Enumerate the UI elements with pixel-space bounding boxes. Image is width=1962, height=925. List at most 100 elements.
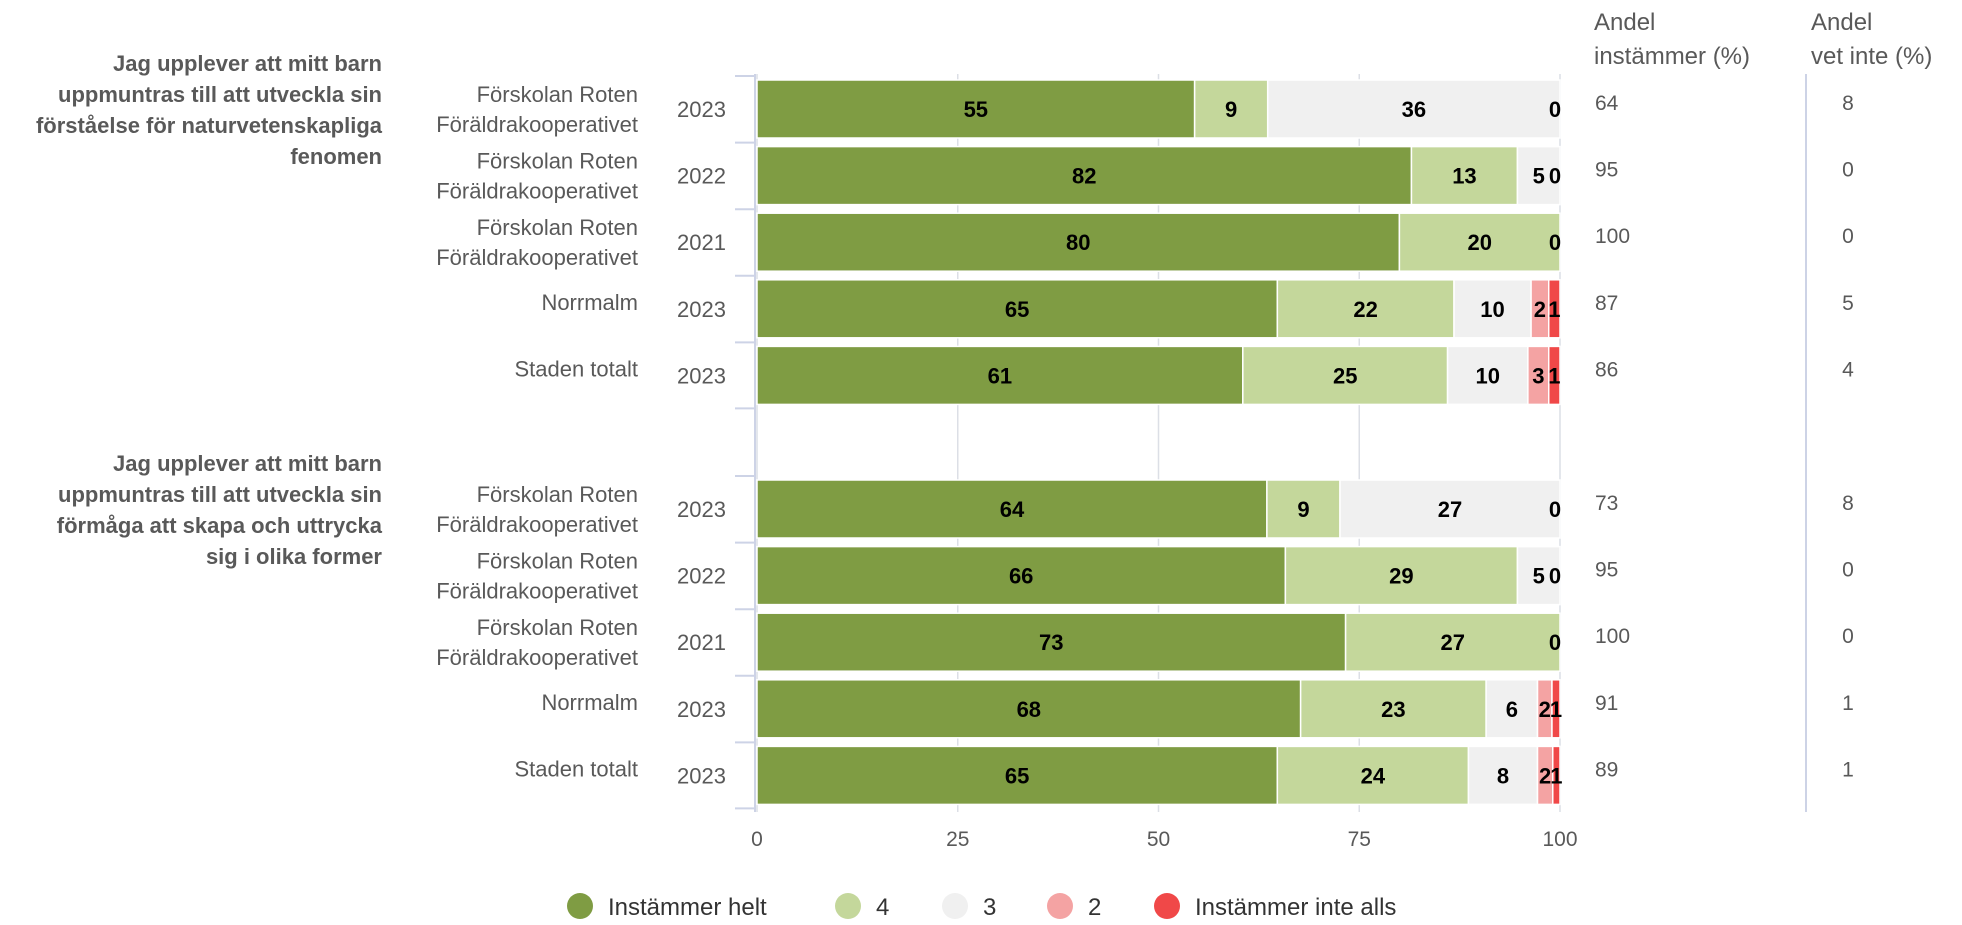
data-label: 0 — [1549, 630, 1561, 655]
unit-label: Förskolan Roten — [477, 82, 638, 107]
x-tick-label: 50 — [1147, 828, 1170, 851]
data-label: 8 — [1497, 763, 1509, 788]
data-label: 23 — [1381, 697, 1405, 722]
data-label: 0 — [1549, 497, 1561, 522]
bar-segment — [1266, 79, 1561, 139]
question-label: Jag upplever att mitt barn — [113, 51, 382, 76]
question-label: sig i olika former — [206, 544, 382, 569]
question-label: förmåga att skapa och uttrycka — [57, 513, 383, 538]
data-label: 73 — [1039, 630, 1063, 655]
bar-segment — [756, 479, 1268, 539]
andel-instammer-value: 64 — [1595, 92, 1619, 115]
bar-segment — [1398, 212, 1561, 272]
question-label: uppmuntras till att utveckla sin — [58, 82, 382, 107]
unit-label: Förskolan Roten — [477, 615, 638, 640]
andel-vet-inte-value: 5 — [1842, 292, 1854, 315]
bar-segment — [1284, 545, 1519, 606]
data-label: 55 — [964, 97, 988, 122]
unit-label: Föräldrakooperativet — [436, 112, 638, 137]
bar-segment — [1516, 145, 1561, 206]
unit-label: Föräldrakooperativet — [436, 645, 638, 670]
data-label: 82 — [1072, 164, 1096, 189]
unit-label: Norrmalm — [541, 290, 638, 315]
side-column-heading: Andel — [1594, 9, 1655, 36]
unit-label: Förskolan Roten — [477, 149, 638, 174]
x-tick-label: 100 — [1542, 828, 1577, 851]
data-label: 2 — [1534, 297, 1546, 322]
data-label: 29 — [1389, 564, 1413, 589]
year-label: 2023 — [677, 497, 726, 522]
data-label: 25 — [1333, 363, 1357, 388]
year-label: 2023 — [677, 697, 726, 722]
bar-segment — [1242, 345, 1449, 406]
data-label: 9 — [1225, 97, 1237, 122]
data-label: 0 — [1549, 564, 1561, 589]
legend-label: Instämmer inte alls — [1195, 894, 1396, 921]
unit-label: Norrmalm — [541, 690, 638, 715]
bar-segment — [1551, 679, 1561, 739]
bar-segment — [1548, 345, 1561, 406]
bar-segment — [1339, 479, 1561, 539]
bar-segment — [1453, 279, 1532, 339]
year-label: 2022 — [677, 564, 726, 589]
bar-segment — [756, 79, 1196, 139]
data-label: 5 — [1533, 164, 1545, 189]
data-label: 61 — [988, 363, 1012, 388]
andel-instammer-value: 100 — [1595, 225, 1630, 248]
data-label: 27 — [1438, 497, 1462, 522]
legend-label: 2 — [1088, 894, 1101, 921]
andel-vet-inte-value: 0 — [1842, 225, 1854, 248]
bars-layer — [756, 79, 1561, 806]
data-label: 1 — [1548, 297, 1560, 322]
year-label: 2021 — [677, 230, 726, 255]
andel-vet-inte-value: 4 — [1842, 358, 1854, 381]
year-label: 2022 — [677, 164, 726, 189]
labels-layer: Jag upplever att mitt barn uppmuntras til… — [36, 51, 1563, 788]
unit-label: Staden totalt — [514, 356, 638, 381]
side-columns: 64 8 95 0 100 0 87 5 86 4 73 8 95 0 100 0 91 1 89 1 Andel ins… — [1594, 9, 1932, 812]
bar-segment — [756, 545, 1287, 606]
question-label: fenomen — [290, 144, 382, 169]
question-label: uppmuntras till att utveckla sin — [58, 482, 382, 507]
andel-vet-inte-value: 8 — [1842, 492, 1854, 515]
andel-vet-inte-value: 0 — [1842, 159, 1854, 182]
legend-swatch — [835, 893, 861, 919]
side-column-heading: instämmer (%) — [1594, 43, 1750, 70]
bar-segment — [756, 345, 1244, 406]
andel-vet-inte-value: 8 — [1842, 92, 1854, 115]
data-label: 1 — [1550, 763, 1562, 788]
bar-segment — [1446, 345, 1529, 406]
side-column-heading: Andel — [1811, 9, 1872, 36]
bar-segment — [1299, 679, 1487, 739]
data-label: 0 — [1549, 164, 1561, 189]
andel-instammer-value: 87 — [1595, 292, 1618, 315]
legend-swatch — [942, 893, 968, 919]
unit-label: Föräldrakooperativet — [436, 245, 638, 270]
andel-instammer-value: 91 — [1595, 692, 1618, 715]
question-label: Jag upplever att mitt barn — [113, 451, 382, 476]
bar-segment — [1344, 612, 1561, 672]
unit-label: Föräldrakooperativet — [436, 579, 638, 604]
year-label: 2023 — [677, 97, 726, 122]
bar-segment — [1467, 745, 1539, 806]
andel-instammer-value: 100 — [1595, 625, 1630, 648]
legend-label: Instämmer helt — [608, 894, 767, 921]
data-label: 65 — [1005, 763, 1029, 788]
unit-label: Staden totalt — [514, 756, 638, 781]
legend: Instämmer helt 4 3 2 Instämmer inte alls — [567, 893, 1396, 921]
year-label: 2023 — [677, 763, 726, 788]
bar-segment — [1266, 479, 1341, 539]
bar-segment — [756, 679, 1302, 739]
legend-label: 3 — [983, 894, 996, 921]
data-label: 0 — [1549, 97, 1561, 122]
year-label: 2023 — [677, 363, 726, 388]
bar-segment — [756, 745, 1279, 806]
bar-segment — [1516, 545, 1561, 606]
side-column-heading: vet inte (%) — [1811, 43, 1932, 70]
unit-label: Förskolan Roten — [477, 482, 638, 507]
data-label: 66 — [1009, 564, 1033, 589]
data-label: 5 — [1533, 564, 1545, 589]
unit-label: Förskolan Roten — [477, 549, 638, 574]
data-label: 1 — [1548, 363, 1560, 388]
axis-layer: 0 25 50 75 100 — [735, 74, 1578, 851]
